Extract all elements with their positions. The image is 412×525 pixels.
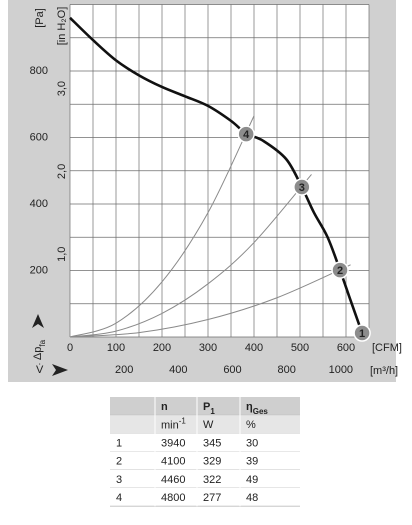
operating-point bbox=[293, 178, 311, 196]
x-tick-label: 100 bbox=[107, 342, 125, 354]
table-cell: 49 bbox=[246, 474, 258, 486]
y2-tick-label: 3,0 bbox=[56, 81, 68, 96]
table-row bbox=[110, 451, 300, 470]
y-label: Δpfa bbox=[32, 339, 47, 360]
table-cell: min-1 bbox=[161, 416, 186, 431]
operating-point-label: 4 bbox=[243, 129, 250, 141]
x2-tick-label: 800 bbox=[277, 364, 295, 376]
table-cell-sup: -1 bbox=[179, 416, 187, 425]
x2-tick-label: 400 bbox=[169, 364, 187, 376]
table-cell: 345 bbox=[203, 437, 221, 449]
arrow bbox=[32, 314, 44, 328]
operating-point-label: 2 bbox=[337, 265, 343, 277]
table-cell-sub: 1 bbox=[210, 407, 215, 416]
x-symbol: V̇ bbox=[36, 363, 44, 376]
table-cell: 2 bbox=[116, 456, 122, 468]
x-tick-label: 0 bbox=[67, 342, 73, 354]
operating-point bbox=[353, 324, 371, 342]
table-cell: 322 bbox=[203, 474, 221, 486]
operating-point bbox=[237, 125, 255, 143]
y2-tick-label: 1,0 bbox=[56, 247, 68, 262]
x-tick-label: 600 bbox=[337, 342, 355, 354]
table-cell: n bbox=[161, 401, 168, 413]
table-cell: 30 bbox=[246, 437, 258, 449]
arrow bbox=[52, 364, 68, 376]
table-row bbox=[110, 433, 300, 452]
table-cell: W bbox=[203, 419, 214, 431]
table-cell: 3940 bbox=[161, 437, 185, 449]
table-row bbox=[110, 397, 300, 416]
y-tick-label: 800 bbox=[30, 65, 48, 77]
y-tick-label: 400 bbox=[30, 198, 48, 210]
x-tick-label: 400 bbox=[245, 342, 263, 354]
x-tick-label: 300 bbox=[199, 342, 217, 354]
operating-point-label: 3 bbox=[299, 182, 305, 194]
y2-unit: [in H₂O] bbox=[56, 7, 68, 46]
y-unit: [Pa] bbox=[34, 8, 46, 28]
y-label-sub: fa bbox=[38, 339, 47, 346]
table-cell: 4800 bbox=[161, 492, 185, 504]
table-cell: % bbox=[246, 419, 256, 431]
table-row bbox=[110, 488, 300, 507]
system-curve bbox=[69, 115, 255, 338]
y-tick-label: 200 bbox=[30, 264, 48, 276]
table-cell: 3 bbox=[116, 474, 122, 486]
x2-tick-label: 1000 bbox=[329, 364, 353, 376]
y-label-main: Δp bbox=[32, 347, 44, 360]
table-cell: 4100 bbox=[161, 456, 185, 468]
x-unit: [CFM] bbox=[372, 342, 402, 354]
system-curve bbox=[69, 174, 312, 338]
table-cell: P1 bbox=[203, 401, 215, 416]
operating-point bbox=[331, 261, 349, 279]
x2-tick-label: 200 bbox=[115, 364, 133, 376]
x-tick-label: 500 bbox=[291, 342, 309, 354]
table-cell: 277 bbox=[203, 492, 221, 504]
y2-tick-label: 2,0 bbox=[56, 164, 68, 179]
x2-unit: [m³/h] bbox=[370, 365, 398, 377]
system-curve bbox=[69, 264, 351, 338]
operating-point-label: 1 bbox=[359, 328, 365, 340]
table-cell-main: min bbox=[161, 419, 179, 431]
table-cell-main: η bbox=[246, 401, 253, 413]
table-cell: ηGes bbox=[246, 401, 268, 416]
table-row bbox=[110, 469, 300, 488]
y-tick-label: 600 bbox=[30, 131, 48, 143]
table-cell-main: P bbox=[203, 401, 210, 413]
table-row bbox=[110, 415, 300, 434]
table-cell: 4460 bbox=[161, 474, 185, 486]
x2-tick-label: 600 bbox=[223, 364, 241, 376]
table-cell: 48 bbox=[246, 492, 258, 504]
table-cell: 39 bbox=[246, 456, 258, 468]
table-cell: 329 bbox=[203, 456, 221, 468]
x-tick-label: 200 bbox=[153, 342, 171, 354]
table-cell: 1 bbox=[116, 437, 122, 449]
table-cell-sub: Ges bbox=[253, 407, 269, 416]
table-cell: 4 bbox=[116, 492, 122, 504]
